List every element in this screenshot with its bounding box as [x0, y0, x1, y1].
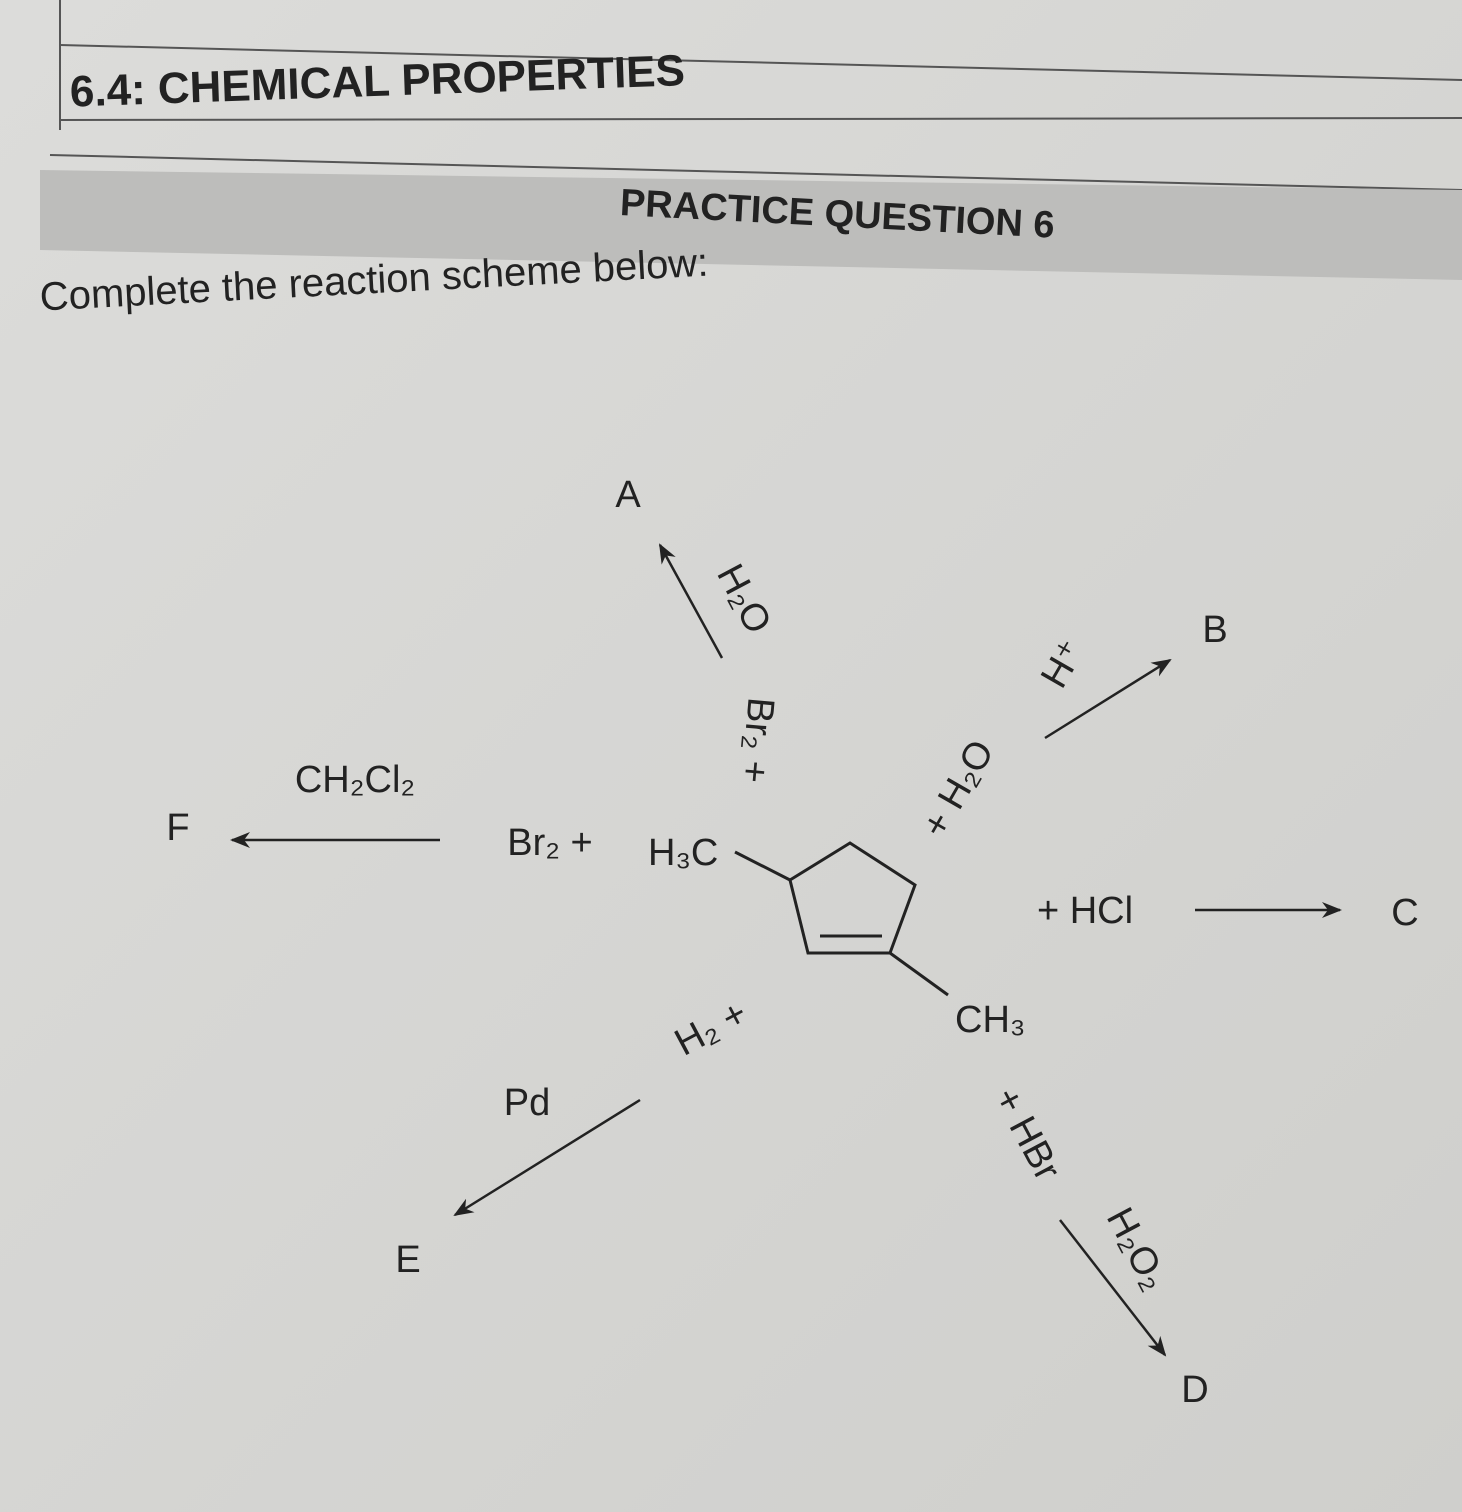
- substituent: H₃C: [648, 832, 718, 874]
- product: E: [395, 1239, 420, 1281]
- product: D: [1181, 1369, 1208, 1411]
- arrows: [230, 543, 1342, 1357]
- header-lines: [49, 0, 1462, 191]
- molecule: [734, 841, 949, 997]
- condition: Pd: [504, 1082, 550, 1124]
- reactant: Br₂ +: [732, 696, 781, 785]
- product: C: [1391, 892, 1418, 934]
- question-band: [40, 170, 1462, 280]
- product: A: [615, 474, 641, 516]
- reactant: Br₂ +: [507, 822, 593, 864]
- reactant: + HCl: [1037, 890, 1133, 932]
- condition: CH₂Cl₂: [295, 759, 415, 801]
- product: B: [1202, 609, 1227, 651]
- product: F: [166, 807, 189, 849]
- substituent: CH₃: [955, 999, 1025, 1041]
